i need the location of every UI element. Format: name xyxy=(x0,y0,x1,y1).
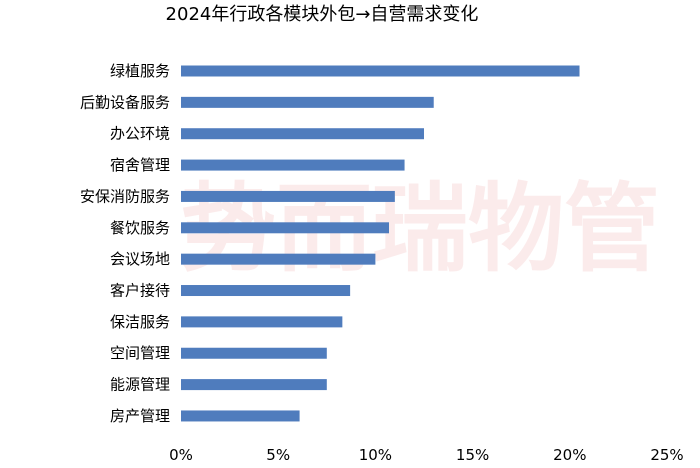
bar-10 xyxy=(181,347,327,359)
category-label: 保洁服务 xyxy=(110,313,170,331)
bar-1 xyxy=(181,65,580,77)
x-tick-label: 25% xyxy=(650,446,683,464)
category-label: 安保消防服务 xyxy=(80,187,170,205)
bars xyxy=(181,65,580,422)
chart-title: 2024年行政各模块外包→自营需求变化 xyxy=(166,4,479,25)
category-label: 空间管理 xyxy=(110,344,170,362)
category-label: 餐饮服务 xyxy=(110,219,170,237)
category-label: 能源管理 xyxy=(110,376,170,394)
category-label: 办公环境 xyxy=(110,125,170,143)
bar-11 xyxy=(181,379,327,391)
category-label: 后勤设备服务 xyxy=(80,93,170,111)
category-label: 客户接待 xyxy=(110,282,170,300)
bar-2 xyxy=(181,96,434,108)
category-labels: 绿植服务后勤设备服务办公环境宿舍管理安保消防服务餐饮服务会议场地客户接待保洁服务… xyxy=(80,62,170,425)
bar-5 xyxy=(181,190,395,202)
bar-8 xyxy=(181,285,351,297)
x-tick-label: 5% xyxy=(266,446,290,464)
bar-12 xyxy=(181,410,300,422)
x-tick-label: 0% xyxy=(169,446,193,464)
category-label: 宿舍管理 xyxy=(110,156,170,174)
bar-4 xyxy=(181,159,405,171)
category-label: 房产管理 xyxy=(110,407,170,425)
bar-7 xyxy=(181,253,376,265)
bar-6 xyxy=(181,222,390,234)
x-axis-ticks: 0% 5% 10% 15% 20% 25% xyxy=(169,446,684,464)
x-tick-label: 10% xyxy=(359,446,392,464)
x-tick-label: 20% xyxy=(553,446,586,464)
x-tick-label: 15% xyxy=(456,446,489,464)
category-label: 绿植服务 xyxy=(110,62,170,80)
bar-3 xyxy=(181,128,424,140)
bar-9 xyxy=(181,316,343,328)
category-label: 会议场地 xyxy=(110,250,170,268)
